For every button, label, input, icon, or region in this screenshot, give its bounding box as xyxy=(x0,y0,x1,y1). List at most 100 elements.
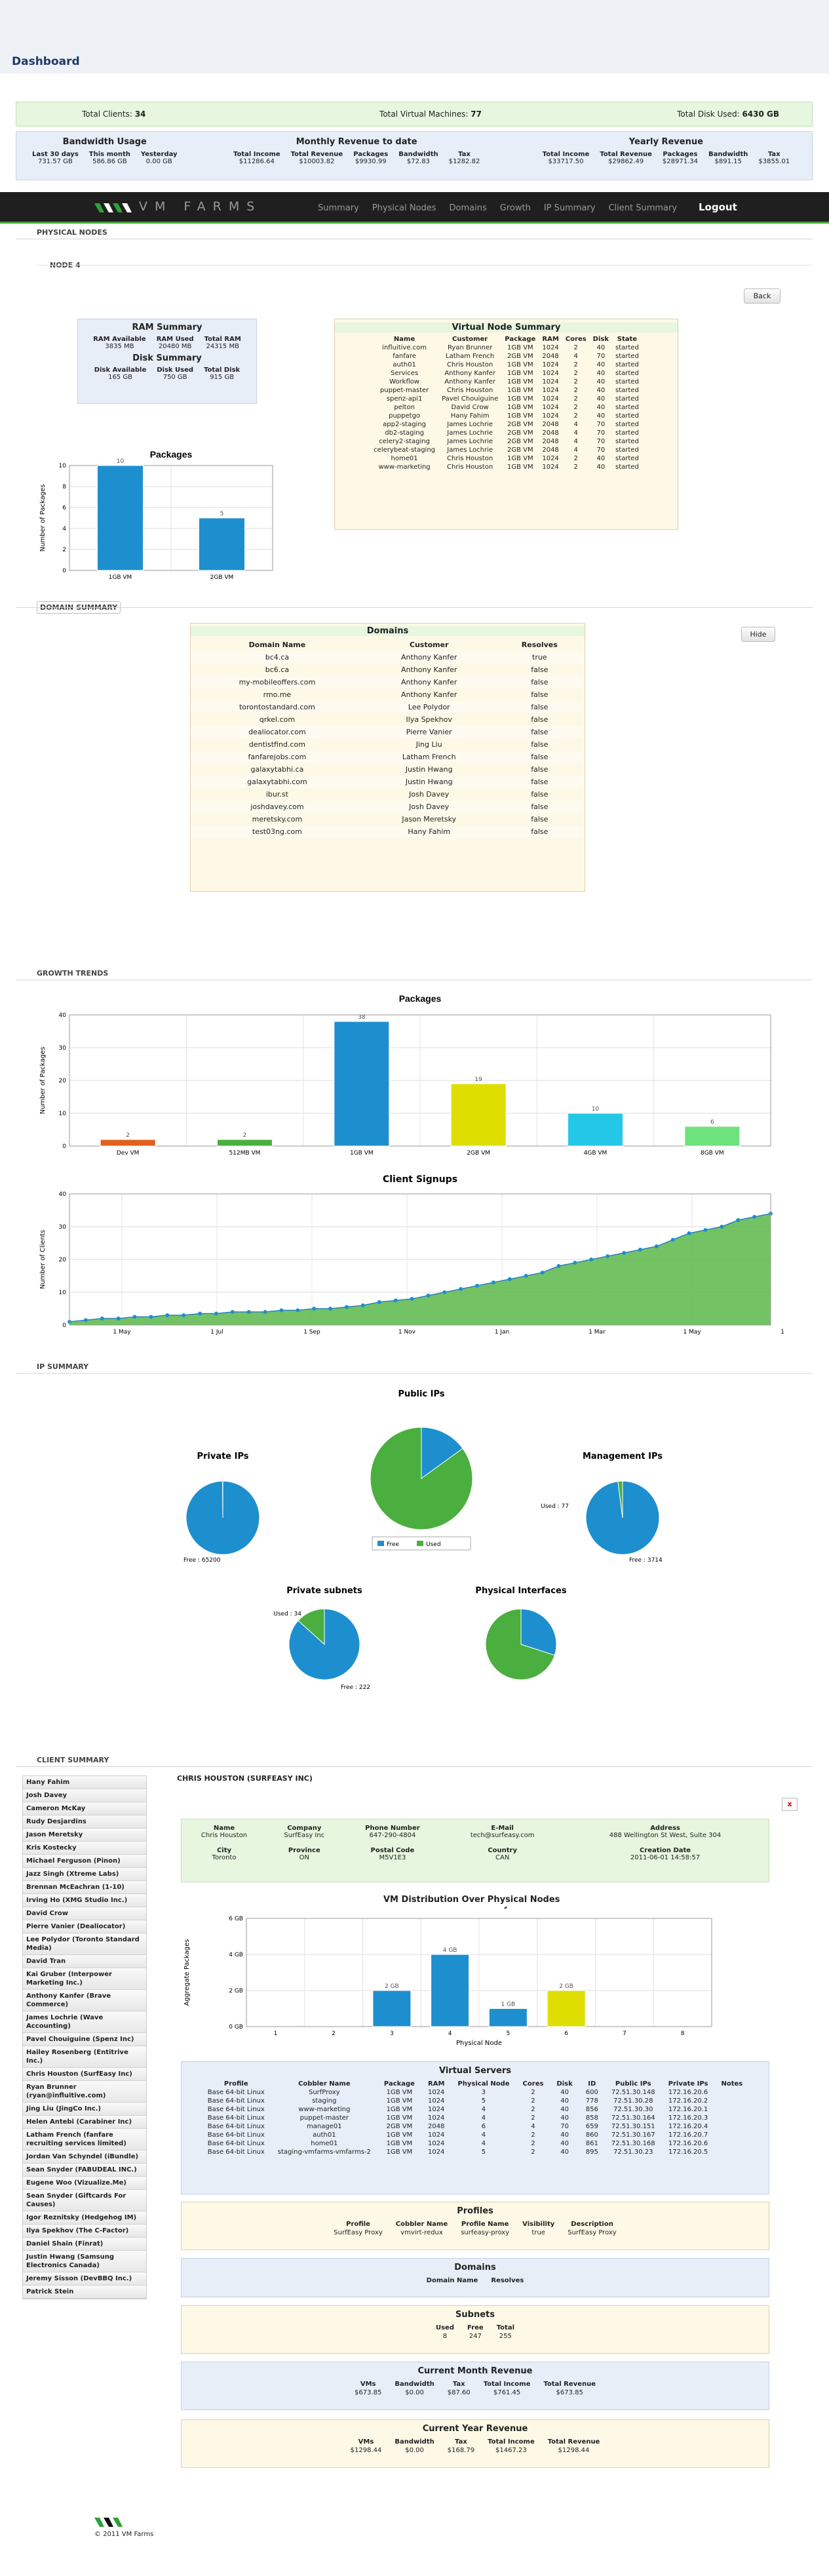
nav-link-domains[interactable]: Domains xyxy=(449,203,487,213)
domain-row: dentistfind.com Jing Liu false xyxy=(191,738,585,751)
vnode-header: Disk xyxy=(592,336,609,343)
profile-value: SurfEasy Proxy xyxy=(568,2229,617,2236)
vnode-row-cell: 2048 xyxy=(542,446,559,454)
nav-link-ip-summary[interactable]: IP Summary xyxy=(543,203,596,213)
vs-row-cell: 1024 xyxy=(427,2089,445,2096)
client-list-item[interactable]: Latham French (fanfare recruiting servic… xyxy=(23,2129,146,2150)
legend-used: Used xyxy=(426,1541,441,1548)
vs-row-cell xyxy=(714,2088,749,2097)
cmr-header: VMs xyxy=(360,2381,376,2388)
client-list-item[interactable]: Daniel Shain (Finrat) xyxy=(23,2238,146,2251)
client-list-item[interactable]: Jazz Singh (Xtreme Labs) xyxy=(23,1868,146,1881)
client-list-item[interactable]: Jing Liu (JingCo Inc.) xyxy=(23,2103,146,2116)
data-point xyxy=(556,1264,561,1268)
vnode-row-cell: started xyxy=(615,438,639,445)
vnode-row-cell: Hany Fahim xyxy=(450,412,490,420)
vs-row-cell: 4 xyxy=(481,2140,486,2147)
hide-button[interactable]: Hide xyxy=(741,627,775,642)
client-list-item[interactable]: David Crow xyxy=(23,1907,146,1920)
nav-link-growth[interactable]: Growth xyxy=(499,203,531,213)
data-point xyxy=(263,1310,267,1314)
vnode-row-cell: celery2-staging xyxy=(379,438,430,445)
vnode-row-cell: 2 xyxy=(573,464,578,471)
vnode-row: www-marketing Chris Houston 1GB VM 1024 2 40 s… xyxy=(370,463,642,471)
client-list-item[interactable]: Sean Snyder (Giftcards For Causes) xyxy=(23,2190,146,2211)
vnode-row-cell: 1GB VM xyxy=(507,378,533,386)
info-header: Address xyxy=(650,1825,680,1832)
bandwidth-item: This month 586.86 GB xyxy=(89,151,130,165)
ram-header: Total RAM xyxy=(204,336,241,343)
vnode-row-cell: 40 xyxy=(596,344,606,351)
x-tick-label: 1 Sep xyxy=(303,1329,320,1336)
client-list-item[interactable]: Igor Reznitsky (Hedgehog IM) xyxy=(23,2211,146,2225)
domain-header: Domain Name xyxy=(248,641,306,649)
vnode-row-cell: 2048 xyxy=(542,438,559,445)
vnode-row-cell: 1GB VM xyxy=(507,404,533,411)
domain-row-cell: dentistfind.com xyxy=(248,740,305,749)
vs-row-cell: 72.51.30.151 xyxy=(611,2123,655,2130)
vs-row-cell: Base 64-bit Linux xyxy=(207,2140,265,2147)
client-list-item[interactable]: Eugene Woo (Vizualize.Me) xyxy=(23,2177,146,2190)
client-list-item[interactable]: Irving Ho (XMG Studio Inc.) xyxy=(23,1894,146,1907)
subnet-value: 8 xyxy=(442,2333,448,2340)
monthly-item: Total Income $11286.64 xyxy=(233,151,280,165)
client-list-item[interactable]: Kai Gruber (Interpower Marketing Inc.) xyxy=(23,1968,146,1990)
client-list-item[interactable]: Pavel Chouiguine (Spenz Inc) xyxy=(23,2033,146,2046)
disk-value: 165 GB xyxy=(108,374,132,381)
client-list-item[interactable]: Pierre Vanier (Dealiocator) xyxy=(23,1920,146,1933)
client-list-item[interactable]: Josh Davey xyxy=(23,1789,146,1802)
client-list-item[interactable]: Chris Houston (SurfEasy Inc) xyxy=(23,2068,146,2081)
y-tick-label: 30 xyxy=(59,1045,67,1052)
data-label: 2 xyxy=(243,1132,247,1139)
client-list-item[interactable]: Hailey Rosenberg (Entitrive Inc.) xyxy=(23,2046,146,2068)
client-list-item[interactable]: Anthony Kanfer (Brave Commerce) xyxy=(23,1990,146,2011)
vs-header: Disk xyxy=(556,2080,573,2088)
vs-header: Private IPs xyxy=(668,2080,708,2088)
bandwidth-item: Yesterday 0.00 GB xyxy=(141,151,178,165)
vnode-row-cell: 1GB VM xyxy=(507,455,533,462)
client-list-item[interactable]: Ryan Brunner (ryan@influitive.com) xyxy=(23,2081,146,2103)
vnode-row: Services Anthony Kanfer 1GB VM 1024 2 40 start… xyxy=(370,369,642,378)
client-list-item[interactable]: Jordan Van Schyndel (iBundle) xyxy=(23,2150,146,2164)
vnode-row-cell: Pavel Chouiguine xyxy=(442,395,499,403)
client-list-item[interactable]: Cameron McKay xyxy=(23,1802,146,1815)
nav-link-summary[interactable]: Summary xyxy=(318,203,359,213)
client-list-item[interactable]: David Tran xyxy=(23,1955,146,1968)
vnode-row-cell: 2 xyxy=(573,361,578,368)
total-vms-label: Total Virtual Machines: xyxy=(379,109,469,119)
vnode-row-cell: Workflow xyxy=(389,378,420,386)
vnode-row-cell: 40 xyxy=(596,370,606,377)
client-list-item[interactable]: Michael Ferguson (Pinon) xyxy=(23,1855,146,1868)
vnode-row-cell: puppetgo xyxy=(389,412,421,420)
client-list-item[interactable]: Jason Meretsky xyxy=(23,1829,146,1842)
close-button[interactable]: x xyxy=(782,1798,798,1811)
client-list-item[interactable]: Helen Antebi (Carabiner Inc) xyxy=(23,2116,146,2129)
divider xyxy=(16,1373,813,1374)
client-list-item[interactable]: Justin Hwang (Samsung Electronics Canada… xyxy=(23,2251,146,2272)
data-point xyxy=(345,1305,349,1309)
client-list-item[interactable]: James Lochrie (Wave Accounting) xyxy=(23,2011,146,2033)
bar xyxy=(372,1990,412,2027)
logout-link[interactable]: Logout xyxy=(699,201,737,213)
x-tick-label: 8GB VM xyxy=(701,1150,724,1157)
client-list-item[interactable]: Jeremy Sisson (DevBBQ Inc.) xyxy=(23,2272,146,2286)
vnode-row-cell: app2-staging xyxy=(383,421,427,428)
pie-data-label: Free : 65200 xyxy=(183,1557,221,1564)
plot-frame xyxy=(69,465,273,571)
vnode-row-cell: 2 xyxy=(573,395,578,403)
client-list-item[interactable]: Ilya Spekhov (The C-Factor) xyxy=(23,2225,146,2238)
client-list-item[interactable]: Lee Polydor (Toronto Standard Media) xyxy=(23,1933,146,1955)
vs-header: ID xyxy=(588,2080,596,2088)
vs-row-cell: Base 64-bit Linux xyxy=(207,2114,265,2122)
client-list-item[interactable]: Hany Fahim xyxy=(23,1776,146,1789)
client-list-item[interactable]: Brennan McEachran (1-10) xyxy=(23,1881,146,1894)
client-list-item[interactable]: Patrick Stein xyxy=(23,2286,146,2299)
domain-row: joshdavey.com Josh Davey false xyxy=(191,801,585,813)
x-tick-label: 8 xyxy=(681,2031,685,2037)
client-list-item[interactable]: Kris Kostecky xyxy=(23,1842,146,1855)
nav-link-client-summary[interactable]: Client Summary xyxy=(608,203,678,213)
back-button[interactable]: Back xyxy=(744,288,781,304)
client-list-item[interactable]: Rudy Desjardins xyxy=(23,1815,146,1829)
nav-link-physical-nodes[interactable]: Physical Nodes xyxy=(372,203,436,213)
client-list-item[interactable]: Sean Snyder (FABUDEAL INC.) xyxy=(23,2164,146,2177)
